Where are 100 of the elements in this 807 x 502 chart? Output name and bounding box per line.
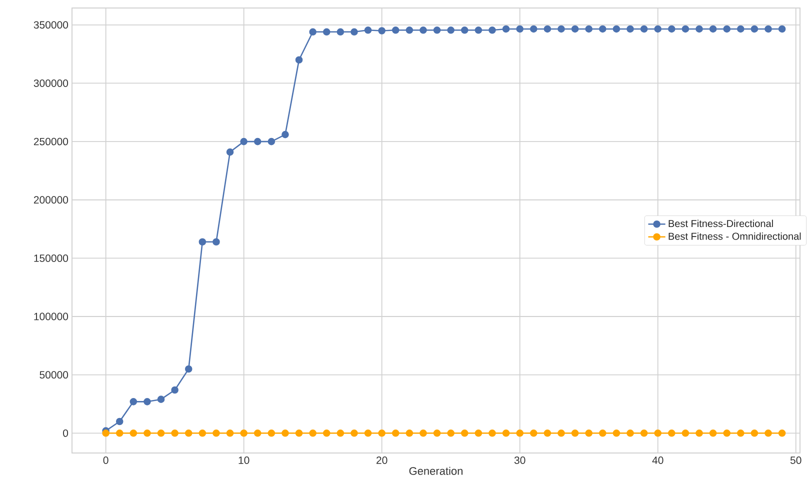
point [282, 430, 289, 437]
point [322, 430, 330, 437]
y-tick-label: 0 [63, 429, 68, 437]
point [420, 26, 427, 34]
point [392, 430, 400, 437]
point [116, 430, 124, 437]
point [558, 25, 565, 33]
point [474, 26, 482, 34]
y-tick-label: 300000 [34, 80, 68, 87]
point [709, 430, 717, 437]
point [612, 25, 620, 33]
point [336, 430, 344, 437]
point [226, 430, 234, 437]
point [212, 430, 220, 437]
x-tick-label: 10 [238, 456, 250, 464]
point [585, 430, 592, 437]
point [102, 430, 110, 437]
point [322, 28, 330, 36]
point [433, 26, 441, 34]
point [723, 25, 731, 33]
point [488, 26, 496, 34]
point [144, 398, 151, 406]
point [460, 430, 468, 437]
point [406, 430, 414, 437]
y-tick-label: 200000 [34, 196, 68, 204]
point [502, 430, 510, 437]
point [144, 430, 151, 437]
y-tick-label: 150000 [34, 254, 68, 262]
point [516, 25, 524, 33]
point [737, 430, 744, 437]
x-tick-label: 50 [790, 456, 802, 464]
x-tick-label: 0 [103, 456, 108, 464]
point [198, 430, 206, 437]
point [599, 430, 606, 437]
x-axis-title: Generation [409, 466, 462, 475]
point [612, 430, 620, 437]
point [184, 365, 192, 373]
y-tick-label: 350000 [34, 21, 68, 29]
point [599, 25, 606, 33]
point [530, 430, 538, 437]
point [254, 138, 262, 146]
point [268, 430, 276, 437]
point [544, 25, 552, 33]
x-tick-label: 40 [652, 456, 664, 464]
point [709, 25, 717, 33]
x-tick-label: 30 [514, 456, 526, 464]
point [212, 238, 220, 246]
point [198, 238, 206, 246]
point [778, 430, 786, 437]
point [571, 430, 579, 437]
point [130, 430, 138, 437]
point [392, 26, 400, 34]
point [350, 28, 358, 36]
point [240, 430, 248, 437]
point [157, 430, 165, 437]
point [585, 25, 592, 33]
point [668, 430, 676, 437]
point [295, 56, 303, 64]
point [750, 430, 758, 437]
point [571, 25, 579, 33]
point [240, 138, 248, 146]
point [226, 148, 234, 156]
point [654, 430, 662, 437]
point [157, 396, 165, 403]
point [309, 28, 316, 36]
point [433, 430, 441, 437]
point [516, 430, 524, 437]
point [268, 138, 276, 146]
point [696, 25, 703, 33]
y-tick-label: 250000 [34, 138, 68, 146]
point [378, 430, 386, 437]
point [640, 430, 648, 437]
point [336, 28, 344, 36]
point [420, 430, 427, 437]
point [171, 386, 178, 394]
legend-label: Best Fitness - Omnidirectional [668, 232, 801, 240]
point [682, 430, 690, 437]
point [696, 430, 703, 437]
x-tick-label: 20 [376, 456, 388, 464]
point [130, 398, 138, 406]
point [750, 25, 758, 33]
point [116, 418, 124, 426]
point [737, 25, 744, 33]
point [364, 26, 372, 34]
point [171, 430, 178, 437]
point [626, 430, 634, 437]
point [502, 25, 510, 33]
point [764, 430, 772, 437]
point [295, 430, 303, 437]
point [654, 25, 662, 33]
point [447, 430, 454, 437]
point [558, 430, 565, 437]
point [184, 430, 192, 437]
point [474, 430, 482, 437]
point [530, 25, 538, 33]
point [378, 27, 386, 34]
point [309, 430, 316, 437]
y-tick-label: 100000 [34, 312, 68, 320]
y-tick-label: 50000 [40, 371, 68, 379]
point [447, 26, 454, 34]
